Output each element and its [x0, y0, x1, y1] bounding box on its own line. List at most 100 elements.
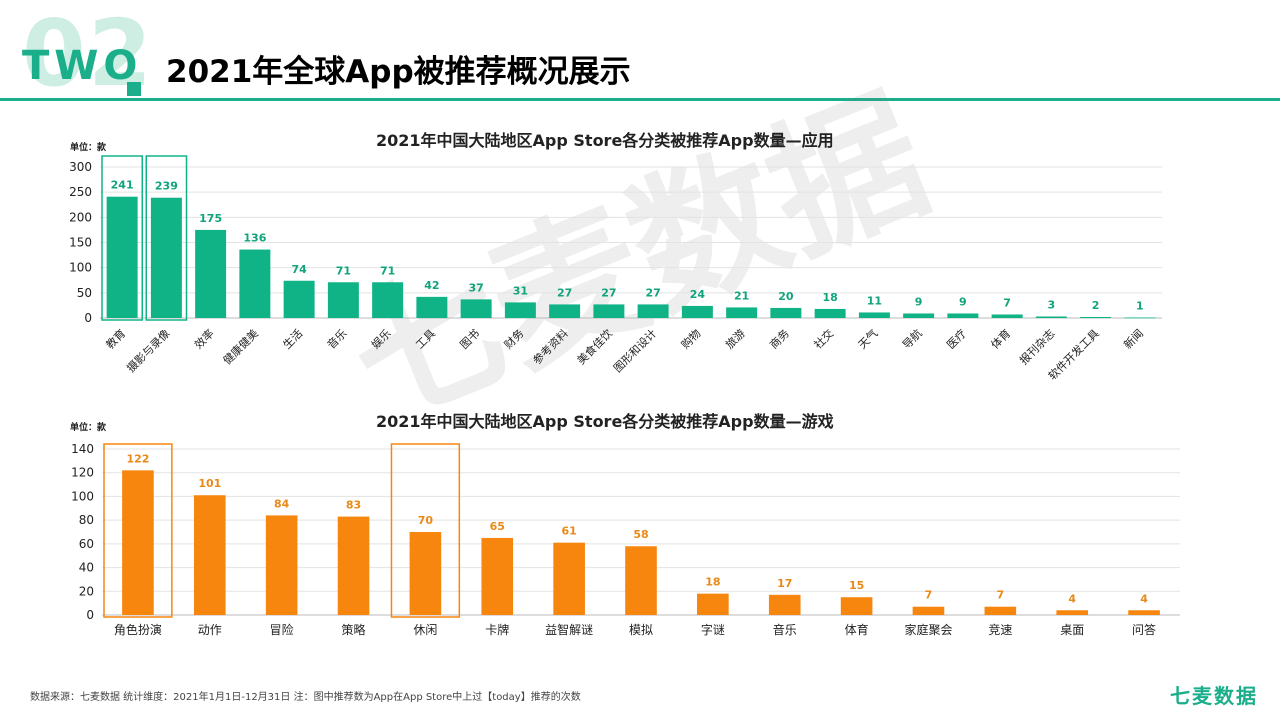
- games-ytick-label: 60: [79, 537, 94, 551]
- games-bar: [768, 594, 801, 615]
- games-highlight-box: [103, 443, 173, 618]
- games-value-label: 4: [1140, 592, 1148, 605]
- header-divider: [0, 98, 1280, 101]
- games-category-label: 体育: [845, 622, 869, 637]
- apps-bar: [504, 302, 536, 318]
- games-bar: [912, 606, 945, 615]
- games-bar: [122, 470, 154, 615]
- apps-value-label: 136: [243, 232, 266, 245]
- apps-bar: [195, 229, 227, 318]
- games-bar: [337, 516, 370, 615]
- apps-value-label: 27: [557, 286, 572, 299]
- games-value-label: 58: [633, 528, 648, 541]
- games-category-label: 模拟: [629, 623, 653, 637]
- apps-bar: [593, 304, 625, 318]
- apps-bar: [416, 296, 448, 318]
- apps-bar: [283, 280, 315, 318]
- games-ytick-label: 80: [79, 513, 94, 527]
- apps-value-label: 241: [111, 179, 134, 192]
- apps-bar: [947, 313, 979, 318]
- apps-bar: [460, 299, 492, 318]
- apps-value-label: 9: [959, 295, 967, 308]
- apps-ytick-label: 150: [69, 236, 92, 250]
- games-ytick-label: 140: [71, 442, 94, 456]
- games-ytick-label: 100: [71, 489, 94, 503]
- apps-highlight-box: [101, 155, 143, 321]
- apps-value-label: 2: [1092, 299, 1100, 312]
- games-category-label: 音乐: [773, 622, 797, 637]
- apps-ytick-label: 250: [69, 185, 92, 199]
- games-value-label: 4: [1068, 592, 1076, 605]
- apps-value-label: 1: [1136, 299, 1144, 312]
- apps-bar: [858, 312, 890, 318]
- games-ytick-label: 40: [79, 561, 94, 575]
- apps-bar: [106, 196, 138, 318]
- games-category-label: 动作: [198, 623, 222, 637]
- games-bar: [481, 537, 514, 615]
- games-value-label: 18: [705, 576, 720, 589]
- apps-ytick-label: 100: [69, 261, 92, 275]
- apps-bar: [770, 307, 802, 318]
- games-category-label: 家庭聚会: [904, 622, 952, 637]
- games-category-label: 竞速: [988, 623, 1012, 637]
- games-bar: [1128, 610, 1160, 615]
- games-value-label: 101: [198, 477, 221, 490]
- apps-bar: [637, 304, 669, 318]
- games-value-label: 15: [849, 579, 864, 592]
- apps-bar: [150, 197, 182, 318]
- apps-bar: [726, 307, 758, 318]
- games-category-label: 策略: [342, 622, 366, 637]
- games-unit-label: 单位：款: [70, 423, 107, 433]
- games-value-label: 17: [777, 577, 792, 590]
- apps-value-label: 71: [336, 264, 351, 277]
- games-category-label: 休闲: [413, 623, 437, 637]
- apps-bar: [239, 249, 271, 318]
- apps-value-label: 239: [155, 180, 178, 193]
- apps-value-label: 11: [867, 294, 882, 307]
- apps-value-label: 71: [380, 264, 395, 277]
- apps-value-label: 27: [645, 286, 660, 299]
- apps-bar: [549, 304, 581, 318]
- apps-ytick-label: 300: [69, 160, 92, 174]
- games-bar: [697, 593, 729, 615]
- apps-bar: [991, 314, 1023, 318]
- section-label: TWO: [22, 43, 143, 89]
- apps-value-label: 74: [291, 263, 307, 276]
- apps-bar: [903, 313, 935, 318]
- games-category-label: 问答: [1132, 622, 1156, 637]
- apps-ytick-label: 50: [77, 286, 92, 300]
- apps-ytick-label: 0: [84, 311, 92, 325]
- apps-value-label: 20: [778, 290, 794, 303]
- apps-value-label: 9: [915, 295, 923, 308]
- games-category-label: 冒险: [270, 622, 294, 637]
- games-bar: [625, 546, 657, 615]
- games-ytick-label: 0: [86, 608, 94, 622]
- apps-value-label: 18: [822, 291, 837, 304]
- section-accent-block: [127, 82, 141, 96]
- games-category-label: 字谜: [701, 622, 725, 637]
- games-bar: [1056, 610, 1089, 615]
- games-category-label: 角色扮演: [114, 622, 162, 637]
- games-value-label: 83: [346, 499, 361, 512]
- apps-bar: [372, 282, 404, 318]
- games-bar: [409, 532, 442, 615]
- apps-highlight-box: [145, 155, 188, 321]
- games-highlight-box: [390, 443, 461, 618]
- games-bar: [840, 597, 873, 615]
- apps-unit-label: 单位：款: [70, 143, 107, 153]
- apps-value-label: 3: [1048, 298, 1056, 311]
- apps-bar: [814, 308, 846, 318]
- games-value-label: 7: [997, 589, 1005, 602]
- games-bar: [984, 606, 1017, 615]
- games-category-label: 卡牌: [485, 623, 509, 637]
- apps-value-label: 24: [690, 288, 706, 301]
- games-value-label: 61: [561, 525, 576, 538]
- apps-ytick-label: 200: [69, 210, 92, 224]
- games-bar: [193, 495, 226, 615]
- apps-bar: [1124, 317, 1156, 319]
- brand-logo-text: 七麦数据: [1170, 684, 1258, 708]
- games-value-label: 122: [126, 452, 149, 465]
- data-source-note: 数据来源：七麦数据 统计维度：2021年1月1日-12月31日 注：图中推荐数为…: [30, 692, 581, 703]
